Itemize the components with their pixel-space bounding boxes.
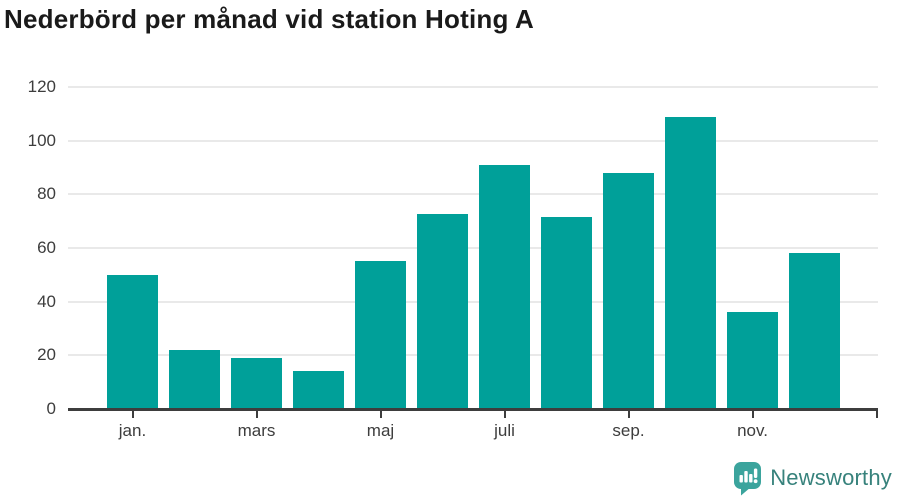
- x-tick-label: mars: [237, 421, 276, 440]
- gridline: [68, 300, 878, 303]
- x-axis-tick: [627, 411, 630, 418]
- bar-jan: [107, 275, 158, 409]
- y-tick-label: 60: [37, 238, 56, 257]
- bar-sep: [603, 173, 654, 409]
- bar-aug: [541, 217, 592, 409]
- bar-dec: [789, 253, 840, 409]
- x-axis-tick: [131, 411, 134, 418]
- y-tick-label: 40: [37, 291, 56, 311]
- y-tick-label: 80: [37, 184, 56, 204]
- y-tick-label: 120: [27, 77, 56, 96]
- bar-juni: [417, 214, 468, 409]
- x-tick-label: sep.: [612, 421, 645, 440]
- x-tick-label: maj: [366, 421, 395, 440]
- bar-apr: [293, 371, 344, 409]
- bar-nov: [727, 312, 778, 409]
- gridline: [68, 247, 878, 249]
- newsworthy-pin-bar-chart-icon: [734, 462, 762, 496]
- gridline: [68, 86, 878, 88]
- newsworthy-logo: Newsworthy: [732, 460, 892, 496]
- x-axis-end-tick: [876, 411, 878, 418]
- x-axis-tick: [751, 411, 754, 418]
- bar-mars: [231, 358, 282, 409]
- bar-feb: [169, 350, 220, 409]
- bar-okt: [665, 117, 716, 409]
- x-tick-label: juli: [494, 421, 515, 440]
- bar-maj: [355, 261, 406, 409]
- x-tick-label: jan.: [118, 421, 147, 440]
- y-tick-label: 100: [27, 130, 56, 150]
- bar-juli: [479, 165, 530, 409]
- x-tick-label: nov.: [737, 421, 768, 440]
- newsworthy-wordmark: Newsworthy: [770, 465, 892, 490]
- x-axis-tick: [379, 411, 382, 418]
- gridline: [68, 354, 878, 357]
- chart-title: Nederbörd per månad vid station Hoting A: [4, 4, 534, 34]
- y-tick-label: 20: [37, 345, 56, 365]
- x-axis-line: [68, 408, 878, 411]
- x-axis-tick: [255, 411, 258, 418]
- gridline: [68, 139, 878, 142]
- y-tick-label: 0: [46, 399, 56, 418]
- x-axis-tick: [503, 411, 506, 418]
- gridline: [68, 193, 878, 196]
